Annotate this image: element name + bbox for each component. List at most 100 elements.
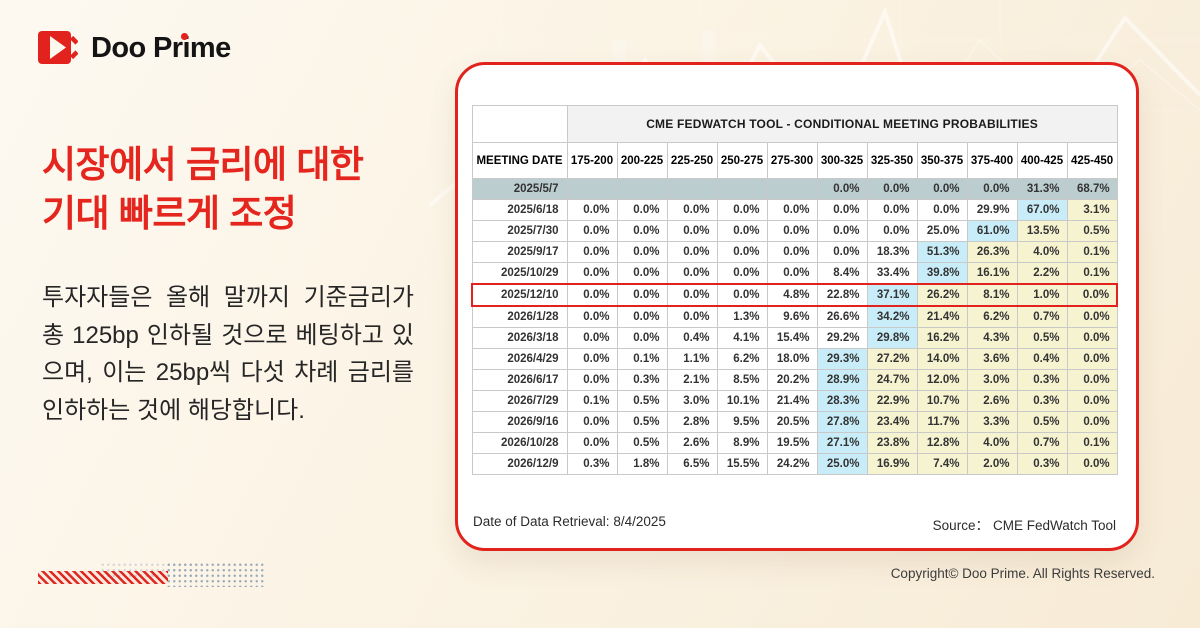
rate-range-column-header: 225-250 <box>666 142 718 179</box>
headline-line2: 기대 빠르게 조정 <box>42 193 297 234</box>
probability-cell: 8.1% <box>966 283 1018 307</box>
probability-cell: 0.3% <box>566 453 618 475</box>
fedwatch-table: CME FEDWATCH TOOL - CONDITIONAL MEETING … <box>471 105 1119 475</box>
probability-cell: 0.0% <box>716 199 768 221</box>
meeting-row: 2025/5/7 0.0% 0.0% 0.0% 0.0% 31.3% 68.7% <box>471 178 1118 200</box>
probability-cell: 28.3% <box>816 390 868 412</box>
probability-cell: 0.0% <box>566 262 618 285</box>
probability-cell: 37.1% <box>866 283 918 307</box>
probability-cell: 20.5% <box>766 411 818 433</box>
rate-range-column-header: 325-350 <box>866 142 918 179</box>
probability-cell: 0.1% <box>616 348 668 370</box>
probability-cell: 10.7% <box>916 390 968 412</box>
probability-cell: 12.8% <box>916 432 968 454</box>
probability-cell: 0.0% <box>566 305 618 328</box>
probability-cell: 0.0% <box>666 220 718 242</box>
probability-cell: 0.0% <box>566 220 618 242</box>
meeting-date-cell: 2026/10/28 <box>471 432 568 454</box>
probability-cell: 2.2% <box>1016 262 1068 285</box>
probability-cell: 6.2% <box>716 348 768 370</box>
probability-cell: 25.0% <box>916 220 968 242</box>
probability-cell: 39.8% <box>916 262 968 285</box>
probability-cell: 0.3% <box>1016 453 1068 475</box>
probability-cell: 0.0% <box>566 327 618 349</box>
probability-cell: 0.0% <box>566 411 618 433</box>
probability-cell: 0.0% <box>616 283 668 307</box>
probability-cell: 16.9% <box>866 453 918 475</box>
probability-cell: 0.0% <box>616 220 668 242</box>
probability-cell: 27.8% <box>816 411 868 433</box>
rate-range-column-header: 425-450 <box>1066 142 1118 179</box>
probability-cell: 0.0% <box>566 369 618 391</box>
probability-cell: 1.3% <box>716 305 768 328</box>
copyright: Copyright© Doo Prime. All Rights Reserve… <box>890 566 1155 581</box>
meeting-row: 2026/4/29 0.0% 0.1% 1.1% 6.2% 18.0% 29.3% 27.2%… <box>471 348 1118 370</box>
probability-cell: 8.5% <box>716 369 768 391</box>
probability-cell: 18.0% <box>766 348 818 370</box>
rate-range-column-header: 400-425 <box>1016 142 1068 179</box>
probability-cell: 2.8% <box>666 411 718 433</box>
probability-cell: 24.7% <box>866 369 918 391</box>
probability-cell: 0.0% <box>616 199 668 221</box>
probability-cell: 0.1% <box>1066 432 1118 454</box>
probability-cell: 0.0% <box>566 199 618 221</box>
meeting-date-cell: 2026/6/17 <box>471 369 568 391</box>
logo-text: Doo Prime <box>91 32 231 65</box>
probability-cell: 0.3% <box>1016 390 1068 412</box>
logo-i-dot <box>181 33 188 40</box>
probability-cell: 16.1% <box>966 262 1018 285</box>
probability-cell: 16.2% <box>916 327 968 349</box>
probability-cell: 0.0% <box>1066 369 1118 391</box>
meeting-row: 2026/9/16 0.0% 0.5% 2.8% 9.5% 20.5% 27.8% 23.4%… <box>471 411 1118 433</box>
probability-cell: 4.0% <box>1016 241 1068 263</box>
probability-cell: 0.0% <box>816 220 868 242</box>
rate-range-column-header: 300-325 <box>816 142 868 179</box>
probability-cell: 1.0% <box>1016 283 1068 307</box>
probability-cell: 0.0% <box>616 262 668 285</box>
probability-cell: 0.0% <box>666 241 718 263</box>
meeting-date-cell: 2025/9/17 <box>471 241 568 263</box>
probability-cell: 0.4% <box>1016 348 1068 370</box>
meeting-date-cell: 2026/12/9 <box>471 453 568 475</box>
rate-range-column-header: 175-200 <box>566 142 618 179</box>
probability-cell: 0.5% <box>1016 327 1068 349</box>
probability-cell: 9.6% <box>766 305 818 328</box>
body-text: 투자자들은 올해 말까지 기준금리가 총 125bp 인하될 것으로 베팅하고 … <box>42 284 414 424</box>
meeting-date-cell: 2025/10/29 <box>471 262 568 285</box>
probability-cell: 4.0% <box>966 432 1018 454</box>
probability-cell: 27.1% <box>816 432 868 454</box>
probability-cell: 0.7% <box>1016 305 1068 328</box>
probability-cell: 29.9% <box>966 199 1018 221</box>
dot-grid-dark <box>166 562 266 587</box>
headline-line1: 시장에서 금리에 대한 <box>42 144 364 185</box>
probability-cell: 0.0% <box>1066 348 1118 370</box>
meeting-row: 2026/6/17 0.0% 0.3% 2.1% 8.5% 20.2% 28.9% 24.7%… <box>471 369 1118 391</box>
meeting-date-cell: 2026/3/18 <box>471 327 568 349</box>
probability-cell: 0.0% <box>966 178 1018 200</box>
probability-cell: 19.5% <box>766 432 818 454</box>
probability-cell: 4.3% <box>966 327 1018 349</box>
meeting-date-column-header: MEETING DATE <box>471 142 568 179</box>
red-striped-bar <box>38 571 168 584</box>
meeting-date-cell: 2025/12/10 <box>471 283 568 307</box>
probability-cell: 0.0% <box>916 199 968 221</box>
probability-cell: 22.9% <box>866 390 918 412</box>
meeting-row: 2025/6/18 0.0% 0.0% 0.0% 0.0% 0.0% 0.0% 0.0% 0.0… <box>471 199 1118 221</box>
probability-cell: 0.4% <box>666 327 718 349</box>
probability-cell: 0.5% <box>1066 220 1118 242</box>
probability-cell: 0.0% <box>1066 411 1118 433</box>
probability-cell: 0.0% <box>766 220 818 242</box>
meeting-row: 2025/7/30 0.0% 0.0% 0.0% 0.0% 0.0% 0.0% 0.0% 25.… <box>471 220 1118 242</box>
logo: Doo Prime <box>38 28 231 68</box>
meeting-row: 2026/10/28 0.0% 0.5% 2.6% 8.9% 19.5% 27.1% 23.8… <box>471 432 1118 454</box>
probability-cell: 0.0% <box>1066 390 1118 412</box>
probability-cell: 0.0% <box>716 262 768 285</box>
probability-cell: 23.4% <box>866 411 918 433</box>
probability-cell: 8.4% <box>816 262 868 285</box>
probability-cell: 22.8% <box>816 283 868 307</box>
probability-cell: 0.1% <box>1066 241 1118 263</box>
probability-cell: 18.3% <box>866 241 918 263</box>
probability-cell: 31.3% <box>1016 178 1068 200</box>
probability-cell: 0.5% <box>616 390 668 412</box>
